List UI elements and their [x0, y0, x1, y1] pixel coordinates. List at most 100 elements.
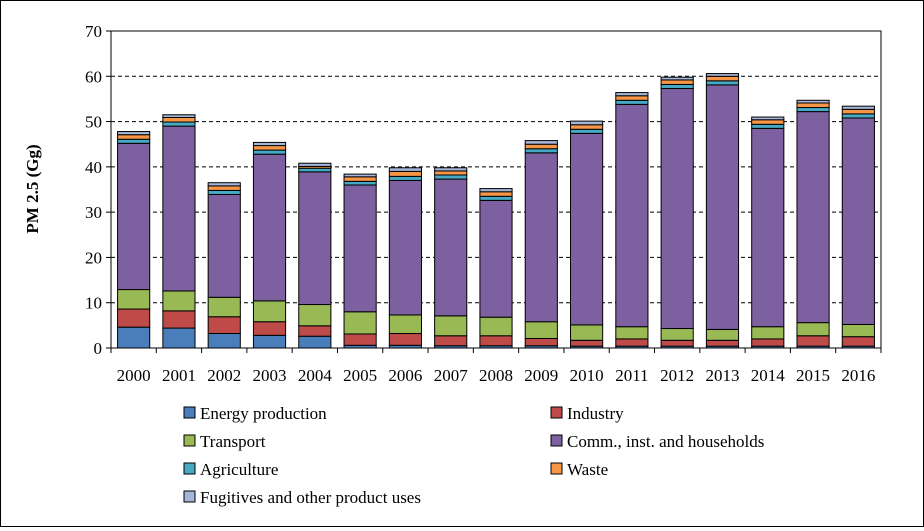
bar-segment: [434, 335, 468, 347]
bar-segment: [570, 120, 604, 126]
y-tick-label: 40: [85, 158, 102, 177]
legend-swatch: [183, 490, 196, 503]
bar-segment: [615, 95, 649, 101]
bar-segment: [388, 167, 422, 172]
bar-segment: [751, 116, 785, 121]
legend-label: Energy production: [200, 404, 327, 423]
legend-swatch: [183, 434, 196, 447]
bar-segment: [252, 141, 287, 147]
x-tick-label: 2012: [660, 366, 694, 385]
bar-segment: [388, 179, 422, 316]
bar-segment: [796, 102, 830, 109]
x-tick-label: 2011: [615, 366, 648, 385]
bar-segment: [298, 167, 332, 173]
x-tick-label: 2013: [705, 366, 739, 385]
bar-segment: [207, 333, 241, 349]
x-tick-label: 2010: [570, 366, 604, 385]
bar-segment: [117, 289, 151, 310]
bar-segment: [615, 326, 649, 340]
bar-segment: [252, 321, 287, 336]
bar-segment: [796, 99, 830, 104]
legend-swatch: [550, 406, 563, 419]
bar-segment: [479, 188, 513, 193]
bar-segment: [162, 121, 196, 127]
x-tick-label: 2006: [388, 366, 422, 385]
bar-segment: [252, 145, 287, 151]
bar-segment: [434, 178, 468, 317]
y-tick-label: 60: [85, 67, 102, 86]
bar-segment: [117, 142, 151, 291]
bar-segment: [796, 335, 830, 347]
y-tick-label: 30: [85, 203, 102, 222]
bar-segment: [117, 138, 151, 144]
bar-segment: [479, 316, 513, 337]
bar-segment: [207, 185, 241, 191]
legend-label: Comm., inst. and households: [567, 432, 764, 451]
x-tick-label: 2002: [207, 366, 241, 385]
bar-segment: [705, 73, 740, 77]
legend-swatch: [183, 462, 196, 475]
y-axis-label: PM 2.5 (Gg): [23, 144, 42, 233]
bar-segment: [162, 125, 196, 292]
legend-label: Agriculture: [200, 460, 278, 479]
legend-swatch: [183, 406, 196, 419]
bar-segment: [388, 314, 422, 335]
bar-segment: [479, 195, 513, 201]
bar-segment: [524, 148, 558, 154]
bar-segment: [343, 311, 377, 335]
bar-segment: [660, 76, 694, 81]
bar-segment: [343, 176, 377, 182]
axes: 0 10 20 30 40 50 60 70 2000 2001 2002 2003 2004 2005 2…: [85, 22, 882, 385]
bar-segment: [570, 124, 604, 130]
bar-segment: [479, 335, 513, 347]
bar-segment: [252, 300, 287, 323]
legend-swatch: [550, 462, 563, 475]
legend: Energy production Industry Transport Comm.,…: [183, 404, 764, 507]
bar-segment: [117, 326, 151, 349]
bar-segment: [841, 117, 875, 325]
x-tick-label: 2000: [117, 366, 151, 385]
bar-segment: [841, 113, 875, 119]
bar-segment: [660, 339, 694, 347]
bar-segment: [705, 75, 740, 82]
bar-segment: [162, 290, 196, 312]
bar-segment: [117, 134, 151, 140]
bar-segment: [705, 339, 740, 347]
x-tick-label: 2001: [162, 366, 196, 385]
bar-segment: [660, 83, 694, 90]
legend-label: Industry: [567, 404, 624, 423]
bar-segment: [162, 114, 196, 118]
bar-segment: [388, 175, 422, 181]
bar-segment: [841, 105, 875, 110]
bar-segment: [343, 184, 377, 313]
bar-segment: [660, 88, 694, 330]
bar-segment: [615, 92, 649, 97]
bar-segment: [705, 80, 740, 86]
y-tick-label: 10: [85, 294, 102, 313]
bar-segment: [705, 328, 740, 341]
bar-segment: [660, 328, 694, 341]
bar-segment: [751, 127, 785, 328]
x-tick-label: 2003: [253, 366, 287, 385]
bar-segment: [841, 323, 875, 338]
bar-segment: [207, 193, 241, 298]
legend-swatch: [550, 434, 563, 447]
bar-segment: [524, 140, 558, 145]
bar-segment: [117, 131, 151, 136]
bar-segment: [162, 327, 196, 349]
bar-segment: [796, 322, 830, 337]
bar-segment: [751, 338, 785, 347]
bar-segment: [252, 149, 287, 155]
bar-segment: [524, 321, 558, 339]
bar-segment: [252, 334, 287, 349]
bar-segment: [207, 189, 241, 195]
x-tick-label: 2005: [343, 366, 377, 385]
bar-segment: [615, 338, 649, 347]
bar-segment: [207, 316, 241, 335]
bar-segment: [570, 339, 604, 347]
bar-segment: [252, 153, 287, 302]
x-tick-label: 2009: [524, 366, 558, 385]
y-tick-label: 50: [85, 113, 102, 132]
bar-segment: [751, 123, 785, 129]
